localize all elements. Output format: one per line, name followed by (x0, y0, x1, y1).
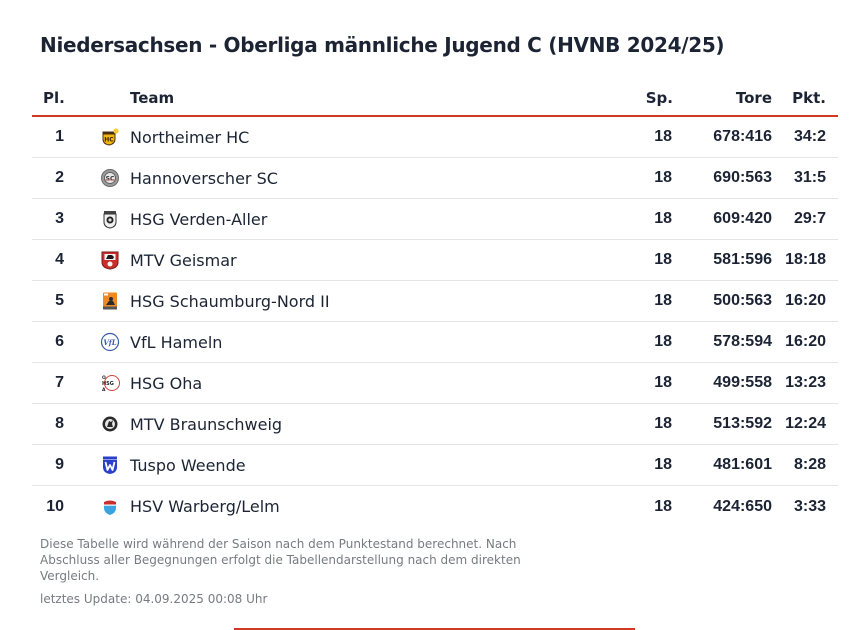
goals: 581:596 (713, 251, 772, 268)
goals: 500:563 (713, 292, 772, 309)
table-row[interactable]: 8 MTV Braunschweig 18 513:592 12:24 (32, 404, 838, 445)
games: 18 (654, 128, 672, 145)
points: 16:20 (785, 333, 826, 350)
points: 12:24 (785, 415, 826, 432)
hannoverscher-sc-logo-icon: SC (101, 169, 119, 187)
rank: 5 (55, 292, 64, 309)
goals: 678:416 (713, 128, 772, 145)
team-name[interactable]: HSG Schaumburg-Nord II (130, 291, 330, 311)
games: 18 (654, 292, 672, 309)
header-team: Team (130, 88, 175, 107)
points: 8:28 (793, 456, 826, 473)
points: 13:23 (785, 374, 826, 391)
rank: 7 (55, 374, 64, 391)
northeimer-hc-logo-icon: HC (102, 128, 119, 146)
table-row[interactable]: 7 O HSG A HSG Oha 18 499:558 13:23 (32, 363, 838, 404)
goals: 690:563 (713, 169, 772, 186)
goals: 513:592 (713, 415, 772, 432)
goals: 609:420 (713, 210, 772, 227)
games: 18 (654, 251, 672, 268)
svg-text:HSG: HSG (102, 381, 114, 387)
page-title: Niedersachsen - Oberliga männliche Jugen… (40, 33, 725, 57)
team-name[interactable]: Hannoverscher SC (130, 168, 278, 188)
svg-text:O: O (102, 375, 106, 381)
games: 18 (654, 210, 672, 227)
games: 18 (654, 169, 672, 186)
table-note: Diese Tabelle wird während der Saison na… (40, 537, 521, 583)
goals: 424:650 (713, 497, 772, 515)
tuspo-weende-logo-icon (103, 456, 117, 474)
rank: 9 (55, 456, 64, 473)
team-name[interactable]: HSV Warberg/Lelm (130, 497, 280, 516)
bottom-divider (234, 628, 635, 630)
points: 34:2 (793, 128, 826, 145)
standings-table: Pl. Team Sp. Tore Pkt. 1 HC Northeimer H… (32, 80, 838, 527)
svg-text:SC: SC (106, 176, 115, 183)
mtv-braunschweig-logo-icon (102, 416, 118, 432)
points: 18:18 (785, 251, 826, 268)
hsg-verden-aller-logo-icon (103, 211, 117, 229)
header-goals: Tore (735, 88, 772, 107)
rank: 6 (55, 333, 64, 350)
team-name[interactable]: HSG Oha (130, 373, 203, 393)
table-row[interactable]: 3 HSG Verden-Aller 18 609:420 29:7 (32, 199, 838, 240)
table-row[interactable]: 2 SC Hannoverscher SC 18 690:563 31:5 (32, 158, 838, 199)
team-name[interactable]: HSG Verden-Aller (130, 209, 268, 229)
rank: 1 (55, 128, 64, 145)
table-row[interactable]: 9 Tuspo Weende 18 481:601 8:28 (32, 445, 838, 486)
team-name[interactable]: VfL Hameln (130, 332, 223, 352)
table-row[interactable]: 5 HSG Schaumburg-Nord II 18 500:563 16:2… (32, 281, 838, 322)
table-row[interactable]: 4 MTV Geismar 18 581:596 18:18 (32, 240, 838, 281)
games: 18 (654, 456, 672, 473)
hsv-warberg-lelm-logo-icon (104, 500, 116, 515)
vfl-hameln-logo-icon: VfL (100, 332, 120, 352)
team-name[interactable]: MTV Geismar (130, 250, 237, 270)
table-row[interactable]: 1 HC Northeimer HC 18 678:416 34:2 (32, 117, 838, 158)
team-name[interactable]: Tuspo Weende (130, 455, 246, 475)
table-header: Pl. Team Sp. Tore Pkt. (32, 80, 838, 117)
rank: 3 (55, 210, 64, 227)
last-update: letztes Update: 04.09.2025 00:08 Uhr (40, 592, 268, 606)
header-rank: Pl. (43, 88, 65, 107)
header-games: Sp. (645, 88, 673, 107)
table-row[interactable]: 6 VfL VfL Hameln 18 578:594 16:20 (32, 322, 838, 363)
svg-text:A: A (102, 387, 106, 393)
table-row[interactable]: 10 HSV Warberg/Lelm 18 424:650 3:33 (32, 486, 838, 527)
hsg-oha-logo-icon: O HSG A (102, 375, 120, 393)
mtv-geismar-logo-icon (101, 251, 119, 270)
games: 18 (654, 497, 672, 515)
games: 18 (654, 415, 672, 432)
points: 31:5 (793, 169, 826, 186)
goals: 578:594 (713, 333, 772, 350)
rank: 8 (55, 415, 64, 432)
points: 16:20 (785, 292, 826, 309)
team-name[interactable]: MTV Braunschweig (130, 414, 283, 434)
games: 18 (654, 374, 672, 391)
games: 18 (654, 333, 672, 350)
header-points: Pkt. (792, 88, 826, 107)
svg-text:VfL: VfL (103, 338, 116, 347)
rank: 10 (46, 497, 64, 515)
rank: 2 (55, 169, 64, 186)
team-name[interactable]: Northeimer HC (130, 127, 250, 147)
goals: 481:601 (713, 456, 772, 473)
points: 3:33 (793, 497, 826, 515)
points: 29:7 (793, 210, 826, 227)
goals: 499:558 (713, 374, 772, 391)
hsg-schaumburg-nord-logo-icon (103, 292, 117, 310)
rank: 4 (55, 251, 64, 268)
svg-text:HC: HC (104, 137, 114, 144)
